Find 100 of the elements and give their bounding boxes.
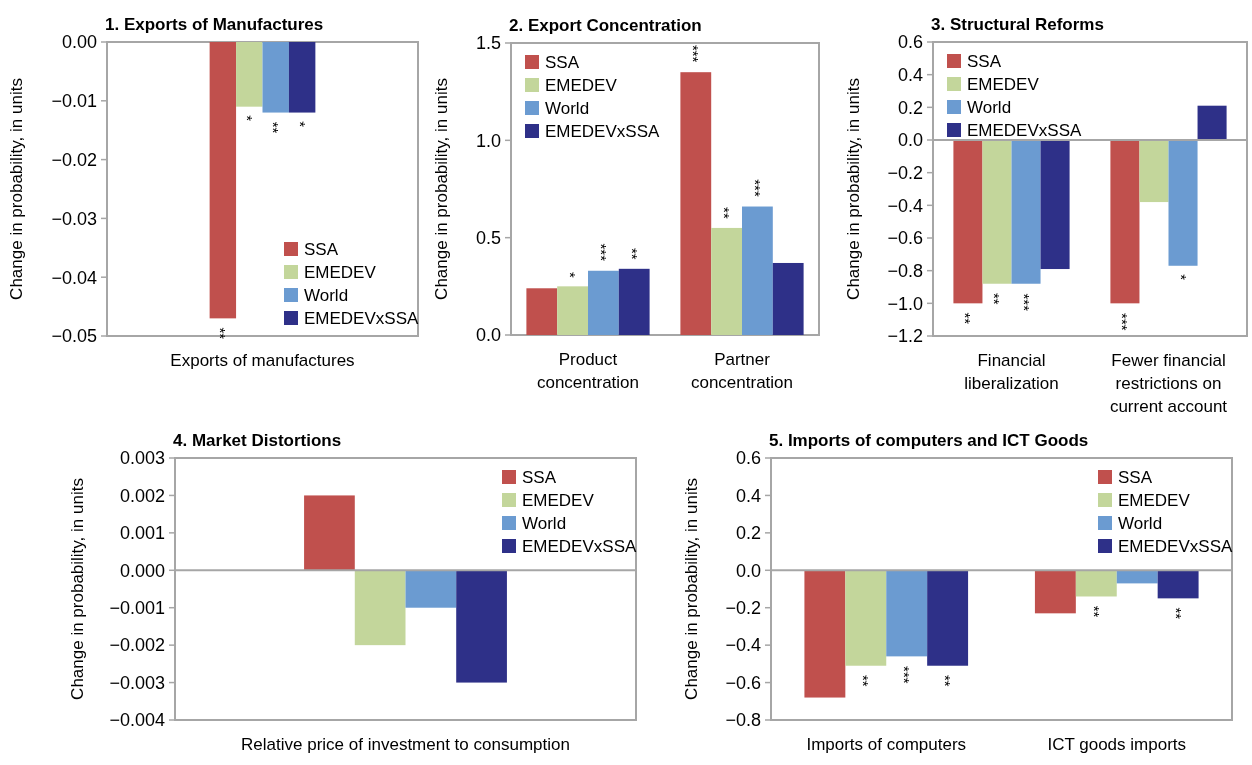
x-tick-label: Imports of computers — [806, 735, 967, 754]
x-tick-label: Fewer financial restrictions on current account — [1109, 351, 1228, 416]
legend-label: EMEDEV — [967, 75, 1040, 94]
y-tick-label: −0.4 — [887, 195, 923, 216]
y-tick-label: −0.6 — [887, 228, 923, 249]
y-tick-label: 1.5 — [475, 33, 501, 54]
y-tick-label: −0.8 — [887, 260, 923, 281]
y-tick-label: 1.0 — [475, 130, 501, 151]
y-tick-label: 0.00 — [61, 32, 97, 53]
y-tick-label: 0.2 — [735, 523, 761, 544]
annotation: ** — [265, 121, 283, 134]
legend-label: SSA — [967, 52, 1002, 71]
y-tick-label: −0.2 — [887, 162, 923, 183]
y-tick-label: −0.6 — [725, 672, 761, 693]
annotation: *** — [1114, 313, 1132, 331]
y-tick-label: 0.6 — [897, 32, 923, 53]
y-tick-label: −0.002 — [109, 635, 165, 656]
y-tick-label: 0.2 — [897, 97, 923, 118]
bar — [526, 288, 558, 335]
bar — [680, 72, 712, 335]
annotation: ** — [937, 674, 955, 687]
legend-label: EMEDEV — [545, 76, 618, 95]
y-tick-label: −0.01 — [51, 91, 97, 112]
annotation: ** — [1085, 605, 1103, 618]
legend-label: SSA — [304, 240, 339, 259]
annotation: *** — [685, 44, 703, 63]
chart-title: 5. Imports of computers and ICT Goods — [769, 431, 1089, 450]
legend-label: World — [522, 514, 567, 533]
y-tick-label: 0.003 — [119, 448, 165, 469]
y-tick-label: 0.4 — [735, 485, 761, 506]
annotation: ** — [986, 292, 1004, 305]
y-tick-label: 0.0 — [475, 325, 501, 346]
bar — [711, 227, 742, 335]
legend-label: EMEDEVxSSA — [522, 537, 637, 556]
y-tick-label: −1.2 — [887, 326, 923, 347]
y-tick-label: 0.001 — [119, 523, 165, 544]
annotation: ** — [212, 327, 230, 340]
annotation: * — [238, 115, 256, 122]
annotation: * — [1172, 274, 1190, 281]
annotation: *** — [592, 243, 610, 262]
legend-label: World — [1118, 514, 1163, 533]
annotation: * — [291, 121, 309, 128]
annotation: ** — [1167, 607, 1185, 620]
y-axis-title: Change in probability, in units — [68, 478, 87, 700]
bar — [742, 206, 773, 335]
chart-title: 4. Market Distortions — [173, 431, 342, 450]
y-tick-label: −0.004 — [109, 710, 165, 731]
legend-label: EMEDEVxSSA — [304, 309, 419, 328]
x-tick-label: Exports of manufactures — [170, 351, 355, 370]
x-tick-label: Financial liberalization — [964, 351, 1059, 393]
y-tick-label: −0.03 — [51, 208, 97, 229]
x-tick-label: ICT goods imports — [1047, 735, 1187, 754]
y-tick-label: −1.0 — [887, 293, 923, 314]
legend-label: World — [304, 286, 349, 305]
x-tick-label: Relative price of investment to consumption — [241, 735, 570, 754]
annotation: ** — [716, 207, 734, 219]
y-tick-label: −0.003 — [109, 672, 165, 693]
bar — [588, 270, 619, 335]
y-tick-label: 0.0 — [897, 130, 923, 151]
annotation: *** — [1015, 293, 1033, 312]
annotation: ** — [957, 312, 975, 325]
legend-label: SSA — [545, 53, 580, 72]
chart-title: 1. Exports of Manufactures — [105, 15, 324, 34]
chart-title: 3. Structural Reforms — [931, 15, 1104, 34]
annotation: ** — [855, 674, 873, 687]
x-tick-label: Product concentration — [536, 350, 640, 392]
y-axis-title: Change in probability, in units — [682, 478, 701, 700]
annotation: *** — [746, 179, 764, 197]
annotation: * — [562, 271, 580, 278]
bar — [557, 286, 588, 335]
y-tick-label: 0.5 — [475, 227, 501, 248]
y-tick-label: 0.0 — [735, 560, 761, 581]
legend-label: EMEDEV — [304, 263, 377, 282]
annotation: ** — [623, 247, 641, 260]
y-tick-label: −0.04 — [51, 267, 97, 288]
y-tick-label: −0.8 — [725, 710, 761, 731]
legend-label: EMEDEVxSSA — [545, 122, 660, 141]
legend-label: EMEDEV — [522, 491, 595, 510]
y-tick-label: 0.002 — [119, 485, 165, 506]
legend-label: EMEDEVxSSA — [1118, 537, 1233, 556]
legend-label: EMEDEVxSSA — [967, 121, 1082, 140]
x-tick-label: Partner concentration — [690, 350, 794, 392]
y-axis-title: Change in probability, in units — [432, 78, 451, 300]
y-axis-title: Change in probability, in units — [844, 78, 863, 300]
y-tick-label: −0.001 — [109, 598, 165, 619]
y-tick-label: 0.6 — [735, 448, 761, 469]
legend-label: SSA — [522, 468, 557, 487]
bar — [772, 262, 804, 335]
y-tick-label: 0.000 — [119, 560, 165, 581]
legend-label: EMEDEV — [1118, 491, 1191, 510]
y-tick-label: −0.2 — [725, 598, 761, 619]
y-tick-label: −0.05 — [51, 326, 97, 347]
y-tick-label: 0.4 — [897, 64, 923, 85]
legend-label: World — [545, 99, 590, 118]
y-tick-label: −0.4 — [725, 635, 761, 656]
y-tick-label: −0.02 — [51, 149, 97, 170]
y-axis-title: Change in probability, in units — [7, 78, 26, 300]
chart-title: 2. Export Concentration — [509, 16, 702, 35]
legend-label: SSA — [1118, 468, 1153, 487]
legend-label: World — [967, 98, 1012, 117]
